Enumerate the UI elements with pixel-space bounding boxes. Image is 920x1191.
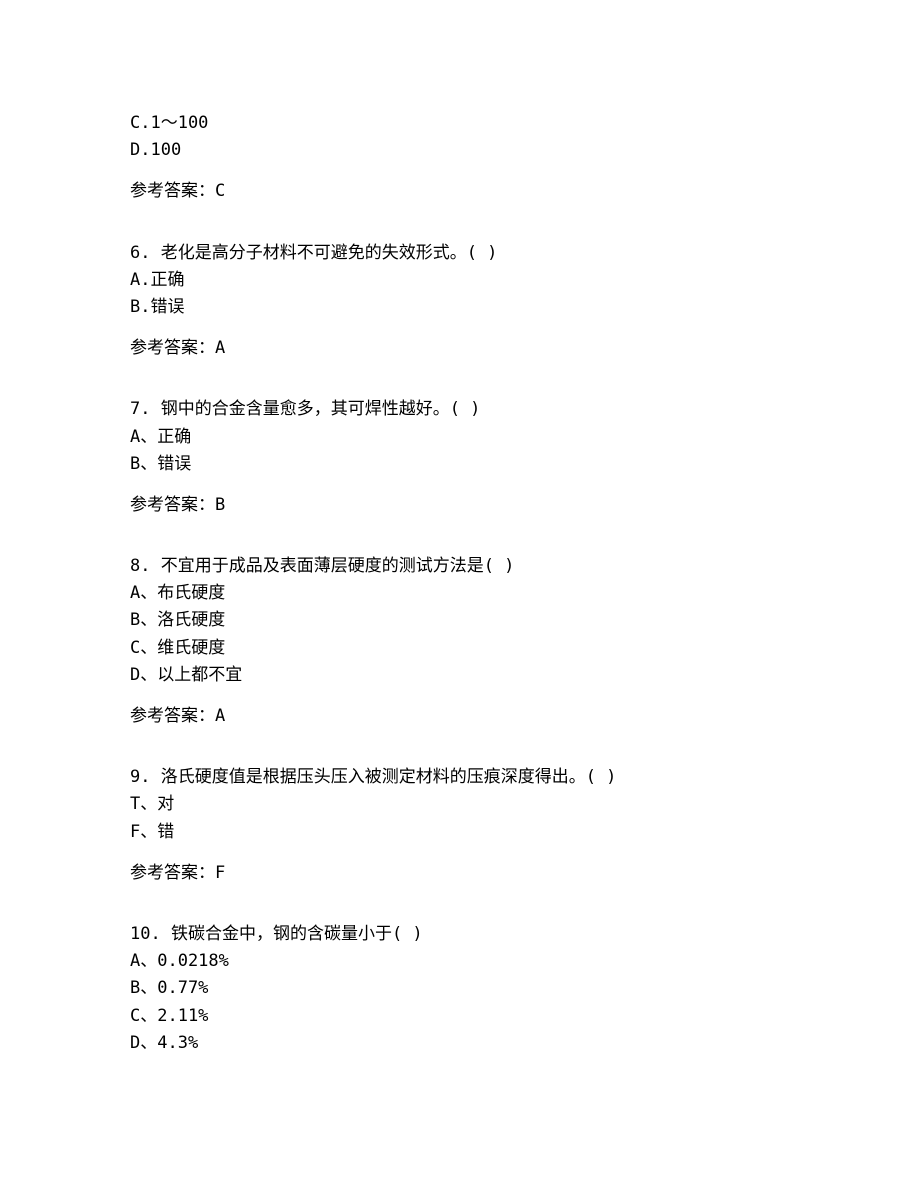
q10-option-c: C、2.11% xyxy=(130,1003,790,1030)
question-7: 7. 钢中的合金含量愈多，其可焊性越好。( ) A、正确 B、错误 参考答案：B xyxy=(130,396,790,519)
q5-answer: 参考答案：C xyxy=(130,178,790,205)
q7-option-b: B、错误 xyxy=(130,451,790,478)
q8-option-c: C、维氏硬度 xyxy=(130,635,790,662)
q6-option-a: A.正确 xyxy=(130,267,790,294)
q5-option-c: C.1～100 xyxy=(130,110,790,137)
question-10: 10. 铁碳合金中，钢的含碳量小于( ) A、0.0218% B、0.77% C… xyxy=(130,921,790,1057)
q9-option-f: F、错 xyxy=(130,819,790,846)
q10-option-d: D、4.3% xyxy=(130,1030,790,1057)
q8-stem: 8. 不宜用于成品及表面薄层硬度的测试方法是( ) xyxy=(130,553,790,580)
q7-answer: 参考答案：B xyxy=(130,492,790,519)
q10-option-b: B、0.77% xyxy=(130,975,790,1002)
q10-stem: 10. 铁碳合金中，钢的含碳量小于( ) xyxy=(130,921,790,948)
q6-stem: 6. 老化是高分子材料不可避免的失效形式。( ) xyxy=(130,240,790,267)
question-5-tail: C.1～100 D.100 参考答案：C xyxy=(130,110,790,206)
q6-answer: 参考答案：A xyxy=(130,335,790,362)
q8-option-d: D、以上都不宜 xyxy=(130,662,790,689)
q7-stem: 7. 钢中的合金含量愈多，其可焊性越好。( ) xyxy=(130,396,790,423)
q8-option-a: A、布氏硬度 xyxy=(130,580,790,607)
q5-option-d: D.100 xyxy=(130,137,790,164)
q8-option-b: B、洛氏硬度 xyxy=(130,607,790,634)
q7-option-a: A、正确 xyxy=(130,424,790,451)
q8-answer: 参考答案：A xyxy=(130,703,790,730)
q9-stem: 9. 洛氏硬度值是根据压头压入被测定材料的压痕深度得出。( ) xyxy=(130,764,790,791)
q9-option-t: T、对 xyxy=(130,791,790,818)
q10-option-a: A、0.0218% xyxy=(130,948,790,975)
q6-option-b: B.错误 xyxy=(130,294,790,321)
question-9: 9. 洛氏硬度值是根据压头压入被测定材料的压痕深度得出。( ) T、对 F、错 … xyxy=(130,764,790,887)
question-6: 6. 老化是高分子材料不可避免的失效形式。( ) A.正确 B.错误 参考答案：… xyxy=(130,240,790,363)
q9-answer: 参考答案：F xyxy=(130,860,790,887)
question-8: 8. 不宜用于成品及表面薄层硬度的测试方法是( ) A、布氏硬度 B、洛氏硬度 … xyxy=(130,553,790,730)
